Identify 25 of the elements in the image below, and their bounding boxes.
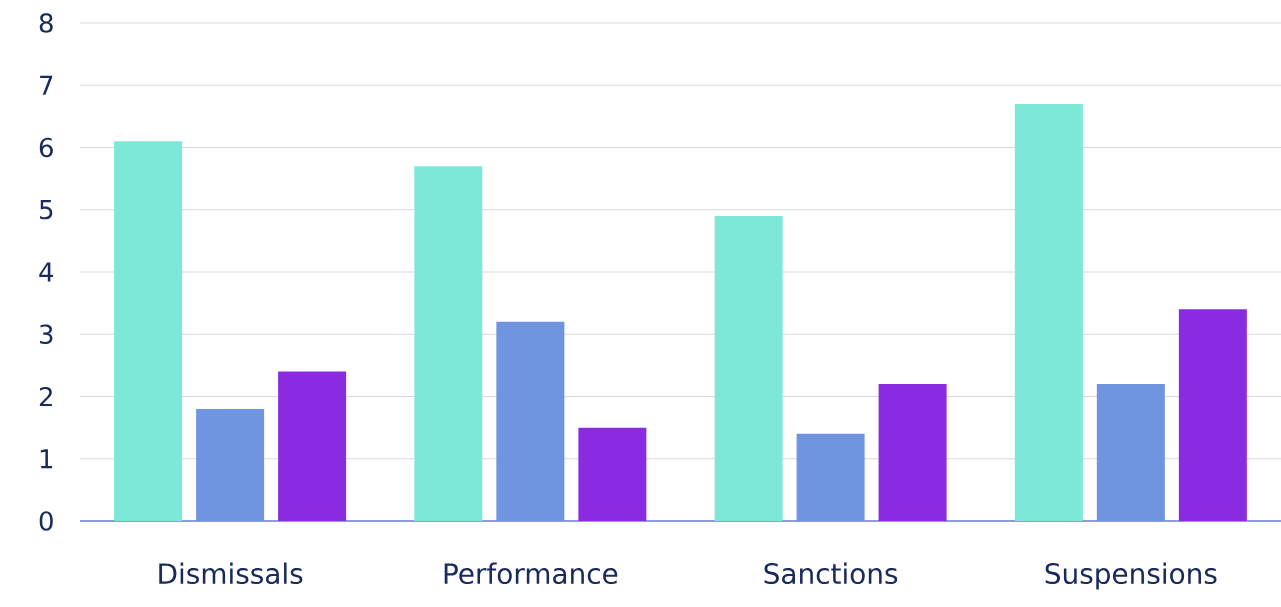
bar	[1096, 384, 1165, 521]
y-tick-label: 2	[39, 386, 52, 407]
bar	[578, 427, 647, 521]
bar	[496, 321, 565, 521]
y-tick-label: 0	[39, 511, 53, 531]
bar	[196, 408, 265, 521]
bar	[414, 166, 483, 521]
bar	[278, 371, 347, 521]
y-tick-label: 8	[39, 13, 53, 33]
y-tick-label: 3	[39, 324, 53, 345]
x-tick-label: Performance	[444, 562, 618, 585]
bar	[714, 215, 783, 521]
bar	[1014, 103, 1083, 521]
y-tick-label: 5	[40, 200, 53, 220]
x-tick-label: Sanctions	[764, 562, 898, 585]
bar	[878, 384, 947, 521]
bar	[114, 141, 183, 521]
bar	[796, 433, 865, 521]
x-tick-label: Dismissals	[159, 562, 303, 585]
x-tick-label: Suspensions	[1045, 562, 1217, 590]
y-tick-label: 4	[39, 262, 54, 282]
y-tick-label: 7	[40, 75, 53, 95]
y-tick-label: 6	[39, 137, 53, 158]
bar	[1178, 309, 1247, 521]
y-tick-label: 1	[40, 449, 53, 469]
